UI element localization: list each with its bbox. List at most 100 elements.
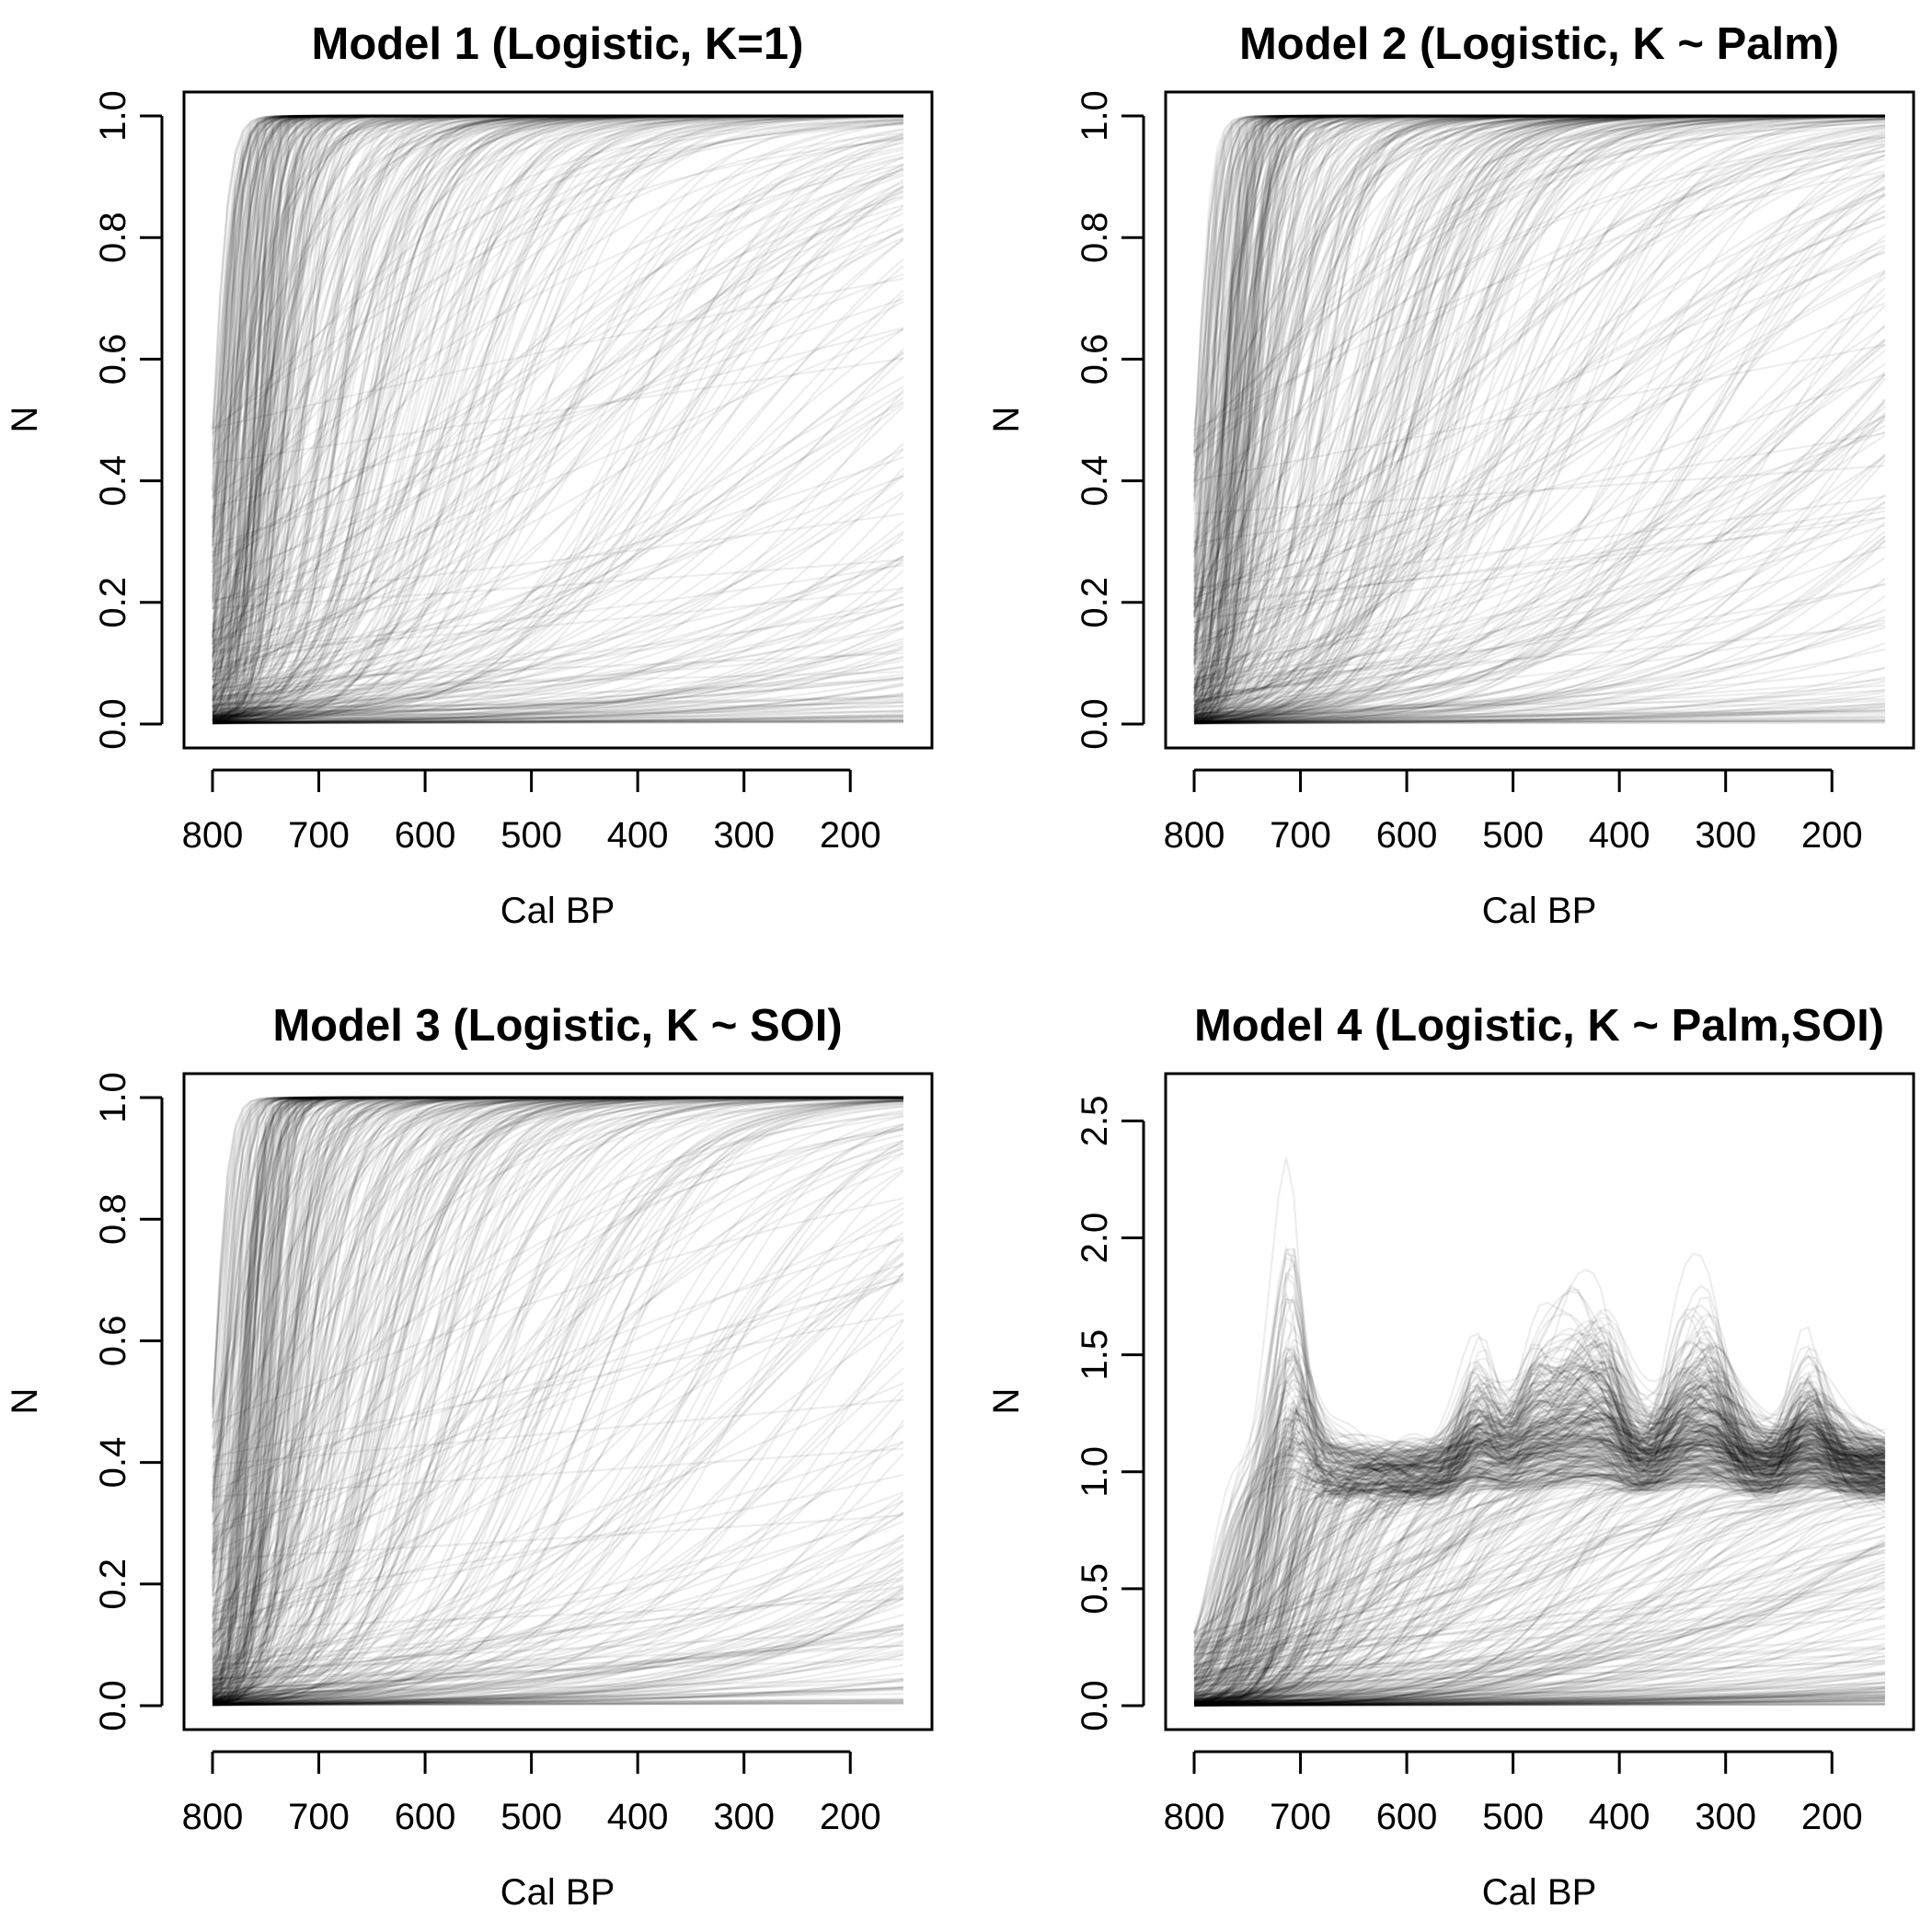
panel-3-y-axis: 0.0 0.2 0.4 0.6 0.8 1.0 xyxy=(93,1072,164,1731)
panel-2-x-axis-label: Cal BP xyxy=(1482,891,1597,931)
trajectory-line xyxy=(212,114,903,724)
trajectory-line xyxy=(211,114,903,709)
trajectory-line xyxy=(212,696,904,710)
panel-2-x-axis: 800 700 600 500 400 300 200 xyxy=(1164,768,1863,856)
trajectory-line xyxy=(1193,114,1885,715)
panel-2-plot-frame xyxy=(1164,90,1915,750)
trajectory-line xyxy=(211,114,903,548)
trajectory-line xyxy=(1193,577,1886,724)
trajectory-line xyxy=(1193,223,1886,624)
trajectory-line xyxy=(1193,114,1885,724)
trajectory-line xyxy=(212,174,904,658)
trajectory-line xyxy=(1193,115,1886,723)
trajectory-line xyxy=(1193,648,1886,718)
trajectory-line xyxy=(212,114,903,692)
trajectory-line xyxy=(213,646,904,725)
trajectory-line xyxy=(211,114,903,490)
x-tick-label: 700 xyxy=(1270,815,1331,856)
trajectory-line xyxy=(1193,114,1885,721)
trajectory-line xyxy=(1194,716,1885,723)
trajectory-line xyxy=(1193,115,1885,638)
trajectory-line xyxy=(1193,302,1886,599)
trajectory-line xyxy=(213,684,904,724)
x-tick-label: 700 xyxy=(288,815,350,856)
trajectory-line xyxy=(212,114,903,708)
trajectory-line xyxy=(212,491,904,706)
trajectory-line xyxy=(1193,114,1885,725)
trajectory-line xyxy=(1192,114,1885,617)
trajectory-line xyxy=(212,116,904,651)
trajectory-line xyxy=(1193,131,1886,724)
trajectory-line xyxy=(1193,114,1885,722)
trajectory-line xyxy=(212,114,903,717)
trajectory-line xyxy=(212,114,903,722)
trajectory-line xyxy=(211,114,903,713)
trajectory-line xyxy=(1193,618,1886,703)
trajectory-line xyxy=(1193,114,1885,717)
trajectory-line xyxy=(1193,114,1885,723)
trajectory-line xyxy=(213,719,903,724)
trajectory-line xyxy=(1193,115,1885,722)
trajectory-line xyxy=(1192,114,1885,696)
trajectory-line xyxy=(1193,119,1886,723)
trajectory-line xyxy=(211,114,903,695)
trajectory-line xyxy=(1193,583,1886,681)
trajectory-line xyxy=(1193,373,1886,591)
trajectory-line xyxy=(1192,114,1885,425)
trajectory-line xyxy=(211,114,903,604)
trajectory-line xyxy=(212,114,903,678)
trajectory-line xyxy=(212,596,904,698)
trajectory-line xyxy=(211,114,903,681)
trajectory-line xyxy=(213,719,904,724)
trajectory-line xyxy=(1193,621,1886,719)
trajectory-line xyxy=(1192,114,1885,554)
trajectory-line xyxy=(213,719,903,724)
trajectory-line xyxy=(211,114,903,677)
trajectory-line xyxy=(1192,114,1885,606)
trajectory-line xyxy=(1193,124,1886,683)
trajectory-line xyxy=(211,114,903,697)
trajectory-line xyxy=(212,114,903,723)
trajectory-line xyxy=(1192,114,1885,713)
trajectory-line xyxy=(1193,114,1885,719)
trajectory-line xyxy=(1192,114,1885,650)
trajectory-line xyxy=(1194,707,1886,725)
trajectory-line xyxy=(212,114,903,718)
trajectory-line xyxy=(1193,114,1885,715)
trajectory-line xyxy=(1193,114,1885,711)
trajectory-line xyxy=(1193,114,1885,724)
trajectory-line xyxy=(211,114,903,607)
trajectory-line xyxy=(211,114,903,451)
trajectory-line xyxy=(212,168,904,701)
trajectory-line xyxy=(1192,114,1885,466)
trajectory-line xyxy=(1192,114,1885,579)
trajectory-line xyxy=(212,297,904,546)
trajectory-line xyxy=(212,136,904,574)
trajectory-line xyxy=(212,651,904,682)
trajectory-line xyxy=(211,114,903,707)
trajectory-line xyxy=(1192,114,1885,656)
trajectory-line xyxy=(211,114,903,589)
trajectory-line xyxy=(211,114,903,673)
trajectory-line xyxy=(211,114,903,682)
trajectory-line xyxy=(212,114,903,723)
trajectory-line xyxy=(212,114,903,725)
trajectory-line xyxy=(1193,121,1886,442)
trajectory-line xyxy=(212,683,904,724)
trajectory-line xyxy=(1193,114,1885,688)
trajectory-line xyxy=(1192,114,1885,503)
trajectory-line xyxy=(212,114,903,639)
trajectory-line xyxy=(1193,455,1886,704)
trajectory-line xyxy=(211,114,903,645)
trajectory-line xyxy=(211,114,903,637)
trajectory-line xyxy=(211,114,903,650)
trajectory-line xyxy=(1193,710,1886,719)
trajectory-line xyxy=(212,115,903,553)
trajectory-line xyxy=(212,114,903,725)
trajectory-line xyxy=(212,224,904,586)
trajectory-line xyxy=(212,717,904,723)
trajectory-line xyxy=(212,114,903,724)
trajectory-line xyxy=(1193,114,1885,710)
trajectory-line xyxy=(1193,703,1886,722)
trajectory-line xyxy=(211,114,903,631)
